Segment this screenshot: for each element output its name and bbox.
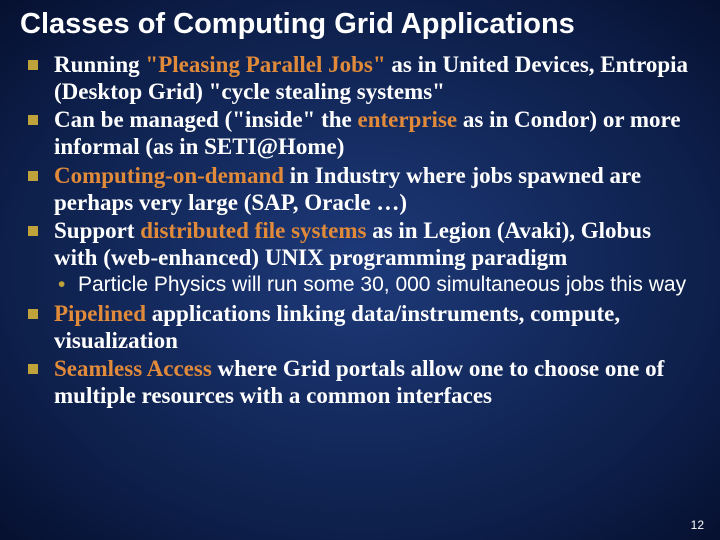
bullet-text-highlight: distributed file systems: [140, 218, 366, 243]
bullet-item: Can be managed ("inside" the enterprise …: [20, 106, 700, 160]
bullet-text-highlight: enterprise: [357, 107, 457, 132]
sub-bullet-list: Particle Physics will run some 30, 000 s…: [20, 273, 700, 298]
bullet-text-highlight: Computing-on-demand: [54, 163, 284, 188]
bullet-text-pre: Running: [54, 52, 145, 77]
bullet-text-highlight: "Pleasing Parallel Jobs": [145, 52, 385, 77]
bullet-item: Seamless Access where Grid portals allow…: [20, 355, 700, 409]
bullet-text-highlight: Pipelined: [54, 301, 146, 326]
bullet-text-highlight: Seamless Access: [54, 356, 212, 381]
slide: Classes of Computing Grid Applications R…: [0, 0, 720, 540]
bullet-list-top: Running "Pleasing Parallel Jobs" as in U…: [20, 51, 700, 271]
bullet-item: Running "Pleasing Parallel Jobs" as in U…: [20, 51, 700, 105]
slide-title: Classes of Computing Grid Applications: [20, 8, 700, 41]
bullet-text-pre: Can be managed ("inside" the: [54, 107, 357, 132]
sub-bullet-text: Particle Physics will run some 30, 000 s…: [78, 273, 686, 296]
bullet-text-pre: Support: [54, 218, 140, 243]
sub-bullet-item: Particle Physics will run some 30, 000 s…: [20, 273, 700, 298]
bullet-item: Support distributed file systems as in L…: [20, 217, 700, 271]
bullet-item: Pipelined applications linking data/inst…: [20, 300, 700, 354]
bullet-item: Computing-on-demand in Industry where jo…: [20, 162, 700, 216]
page-number: 12: [691, 518, 704, 532]
bullet-list-bottom: Pipelined applications linking data/inst…: [20, 300, 700, 410]
